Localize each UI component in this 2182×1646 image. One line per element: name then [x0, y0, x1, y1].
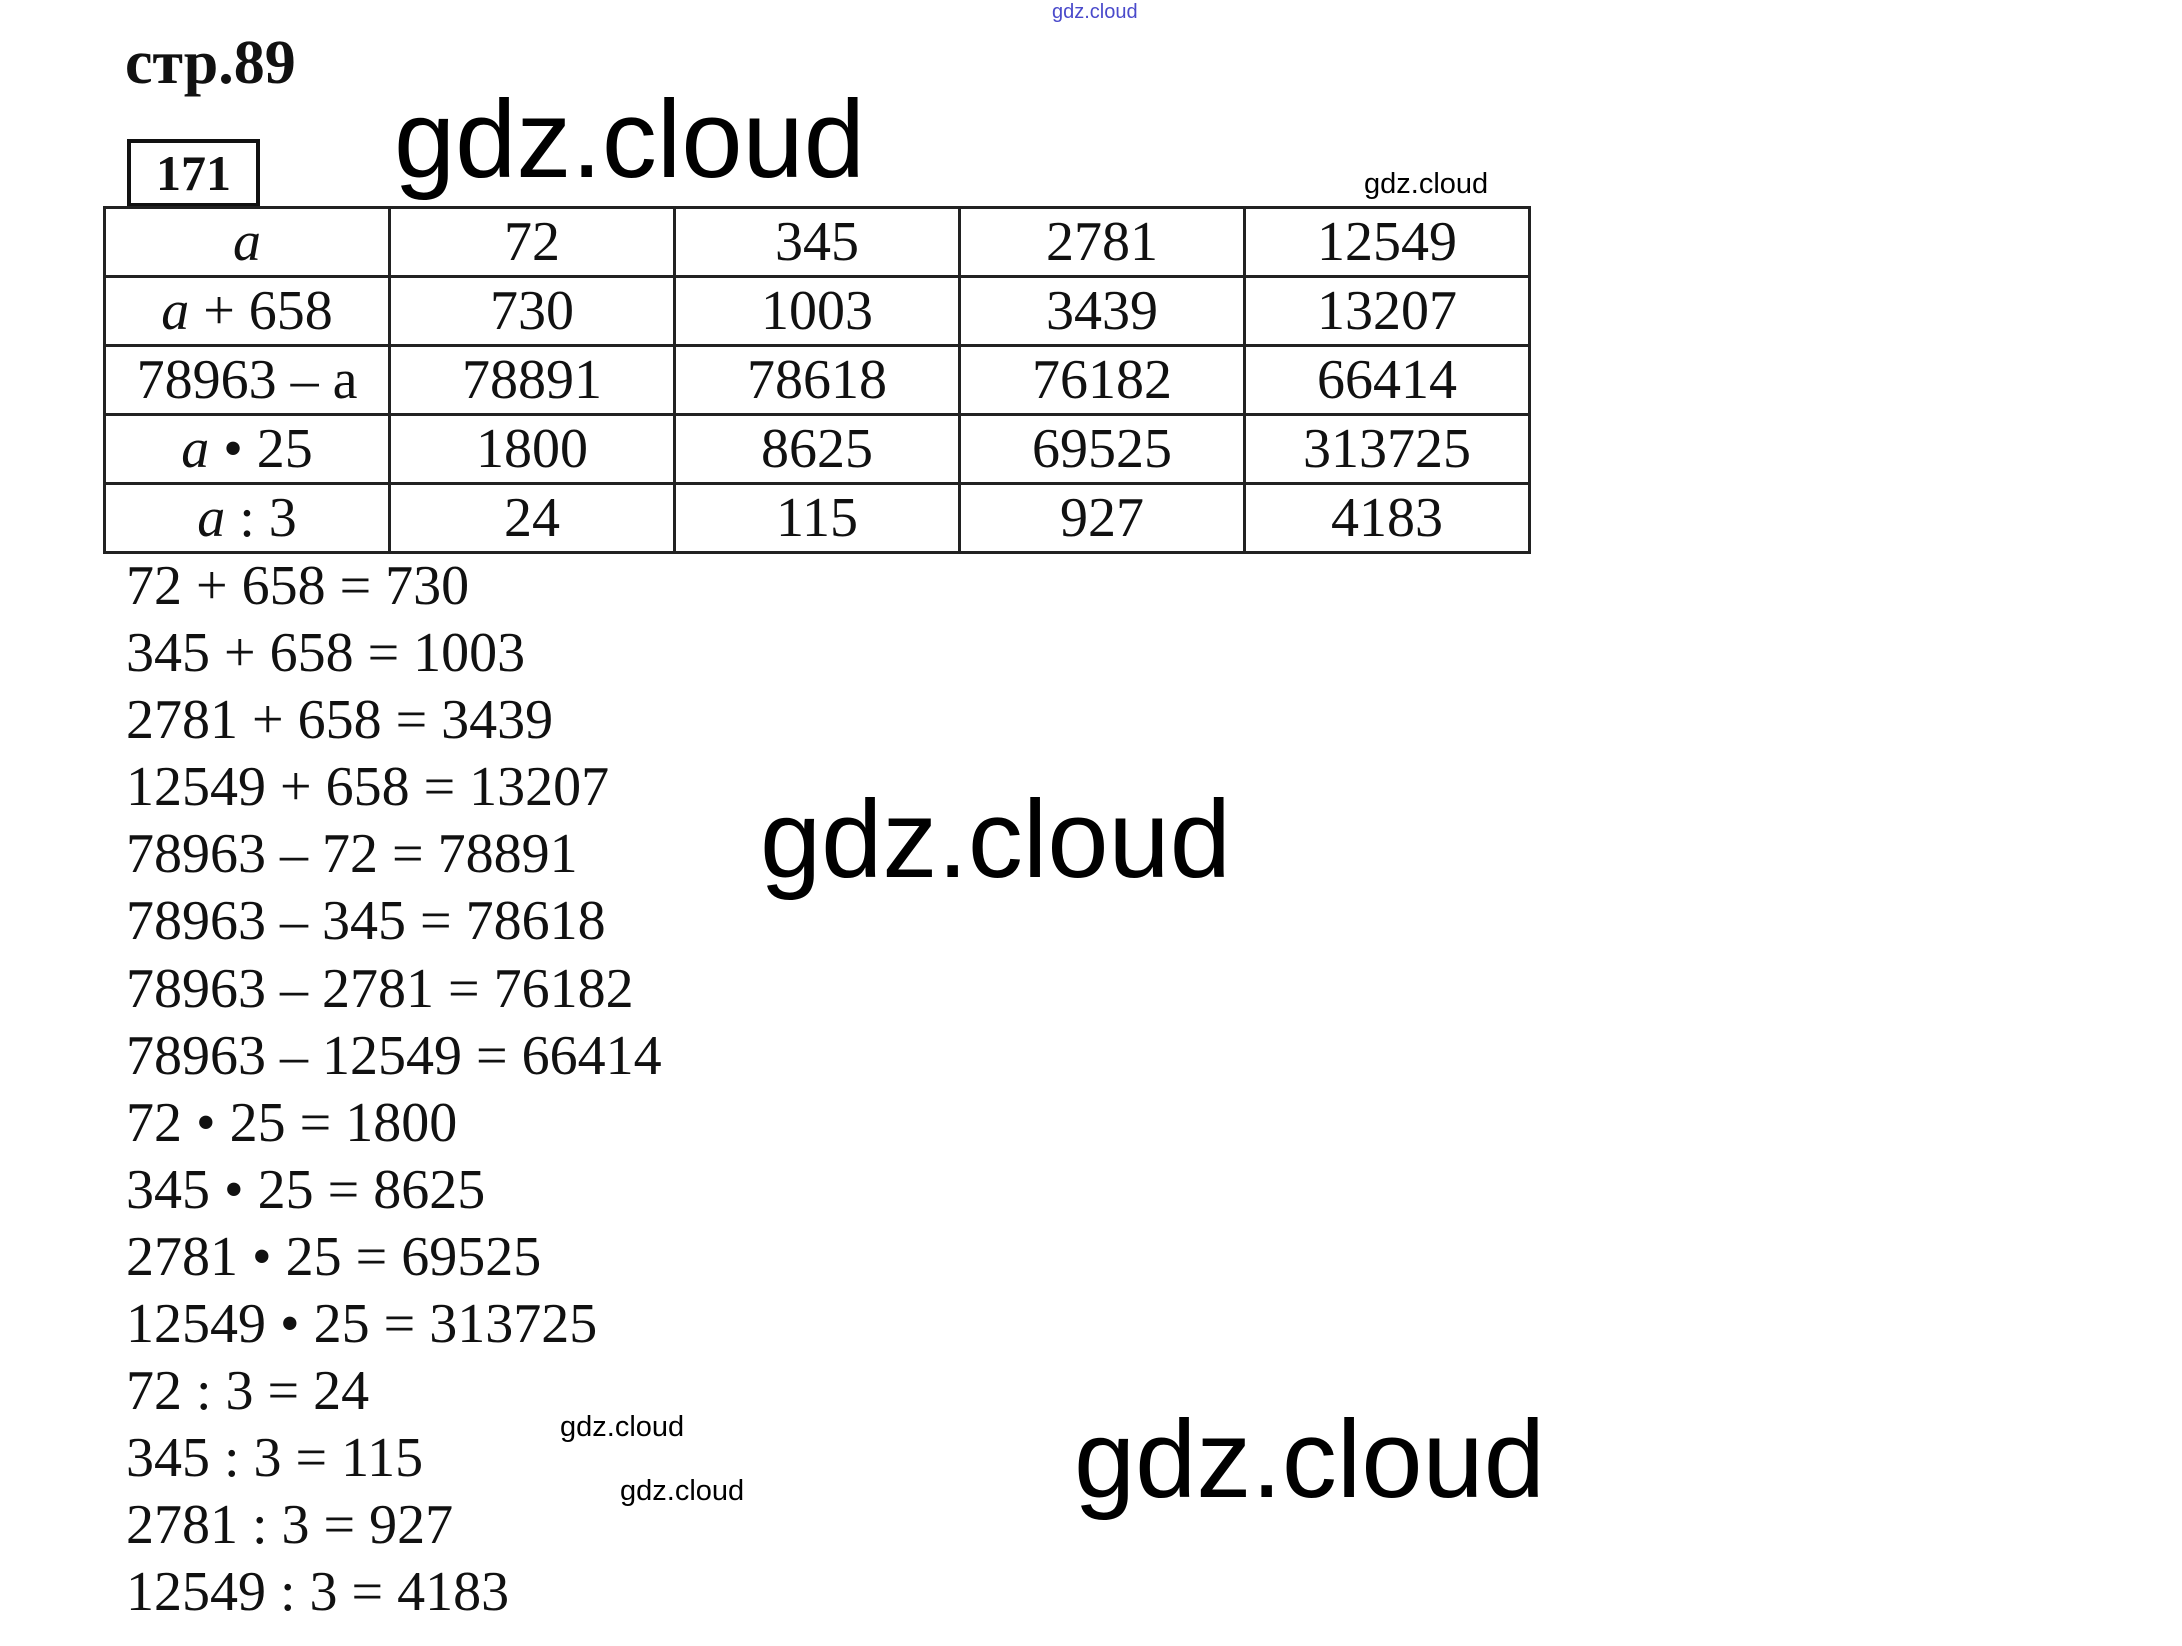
row-label: a • 25	[103, 413, 391, 485]
table-cell: 927	[958, 482, 1246, 554]
table-row: a 72 345 2781 12549	[103, 206, 1531, 278]
page-title: стр.89	[125, 29, 296, 97]
row-label: a + 658	[103, 275, 391, 347]
watermark-small-2: gdz.cloud	[560, 1411, 685, 1443]
row-label: 78963 – a	[103, 344, 391, 416]
equation-line: 72 : 3 = 24	[126, 1360, 370, 1423]
table-cell: 72	[388, 206, 676, 278]
table-cell: 24	[388, 482, 676, 554]
table-cell: 76182	[958, 344, 1246, 416]
equation-line: 78963 – 72 = 78891	[126, 823, 578, 886]
row-label: a	[103, 206, 391, 278]
table-cell: 3439	[958, 275, 1246, 347]
watermark-small-1: gdz.cloud	[1364, 168, 1489, 200]
equation-line: 345 : 3 = 115	[126, 1427, 424, 1490]
equation-line: 78963 – 345 = 78618	[126, 890, 606, 953]
table-cell: 115	[673, 482, 961, 554]
table-cell: 69525	[958, 413, 1246, 485]
table-cell: 13207	[1243, 275, 1531, 347]
equation-line: 78963 – 12549 = 66414	[126, 1024, 662, 1087]
equation-line: 78963 – 2781 = 76182	[126, 957, 634, 1020]
table-cell: 313725	[1243, 413, 1531, 485]
equation-line: 12549 • 25 = 313725	[126, 1293, 598, 1356]
watermark-large-2: gdz.cloud	[760, 778, 1231, 901]
equation-line: 345 + 658 = 1003	[126, 622, 526, 685]
table-row: a + 658 730 1003 3439 13207	[103, 275, 1531, 347]
equation-list: 72 + 658 = 730 345 + 658 = 1003 2781 + 658…	[126, 553, 662, 1627]
watermark-large-3: gdz.cloud	[1074, 1398, 1545, 1521]
table-cell: 345	[673, 206, 961, 278]
equation-line: 2781 • 25 = 69525	[126, 1225, 542, 1288]
equation-line: 72 • 25 = 1800	[126, 1091, 458, 1154]
watermark-small-3: gdz.cloud	[620, 1475, 745, 1507]
table-cell: 1800	[388, 413, 676, 485]
table-cell: 1003	[673, 275, 961, 347]
equation-line: 345 • 25 = 8625	[126, 1158, 486, 1221]
table-cell: 78891	[388, 344, 676, 416]
table-cell: 66414	[1243, 344, 1531, 416]
table-cell: 730	[388, 275, 676, 347]
table-cell: 8625	[673, 413, 961, 485]
equation-line: 2781 : 3 = 927	[126, 1494, 454, 1557]
equation-line: 72 + 658 = 730	[126, 555, 470, 617]
equation-line: 2781 + 658 = 3439	[126, 689, 554, 752]
table-cell: 2781	[958, 206, 1246, 278]
table-cell: 12549	[1243, 206, 1531, 278]
table-row: a : 3 24 115 927 4183	[103, 482, 1531, 554]
table-cell: 4183	[1243, 482, 1531, 554]
equation-line: 12549 : 3 = 4183	[126, 1561, 510, 1624]
table-cell: 78618	[673, 344, 961, 416]
table-row: 78963 – a 78891 78618 76182 66414	[103, 344, 1531, 416]
table-row: a • 25 1800 8625 69525 313725	[103, 413, 1531, 485]
row-label: a : 3	[103, 482, 391, 554]
watermark-large-1: gdz.cloud	[394, 78, 865, 201]
answer-table: a 72 345 2781 12549 a + 658 730 1003 3439 13207 78…	[103, 206, 1531, 554]
task-number-box: 171	[127, 139, 260, 207]
watermark-top: gdz.cloud	[1052, 1, 1138, 23]
equation-line: 12549 + 658 = 13207	[126, 756, 610, 819]
